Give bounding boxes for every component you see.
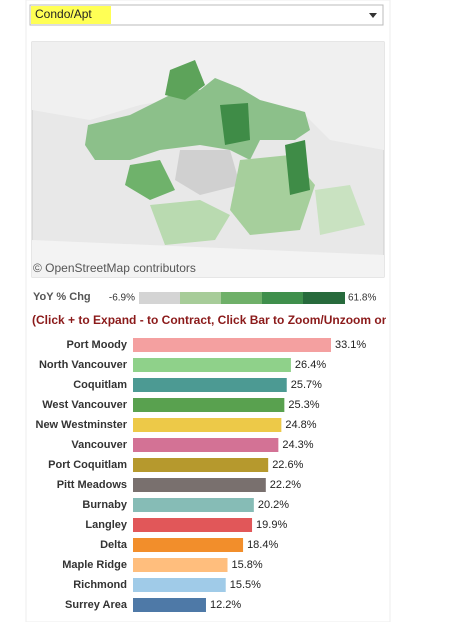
bar-chart: Port Moody 33.1% North Vancouver 26.4% Coqui… <box>36 338 366 612</box>
value-label: 20.2% <box>258 499 289 511</box>
map[interactable]: © OpenStreetMap contributors <box>31 41 385 278</box>
dropdown[interactable]: Condo/Apt <box>29 4 384 26</box>
legend-step <box>262 292 303 304</box>
bar[interactable] <box>133 398 285 412</box>
legend-step <box>303 292 345 304</box>
category-label: West Vancouver <box>42 399 127 411</box>
value-label: 33.1% <box>335 339 366 351</box>
region <box>220 103 250 145</box>
instruction: (Click + to Expand - to Contract, Click … <box>32 313 420 327</box>
value-label: 15.8% <box>232 559 263 571</box>
bar[interactable] <box>133 598 206 612</box>
legend-min: -6.9% <box>109 293 135 304</box>
region <box>315 185 365 235</box>
value-label: 22.6% <box>272 459 303 471</box>
category-label: Port Coquitlam <box>48 459 127 471</box>
category-label: Vancouver <box>71 439 127 451</box>
dropdown-value: Condo/Apt <box>35 7 92 21</box>
legend-step <box>180 292 221 304</box>
bar[interactable] <box>133 558 228 572</box>
region <box>165 60 205 100</box>
highlight <box>31 6 111 24</box>
water <box>32 240 384 277</box>
dropdown-arrow[interactable] <box>369 13 377 18</box>
value-label: 25.3% <box>288 399 319 411</box>
category-label: New Westminster <box>36 419 128 431</box>
bar[interactable] <box>133 438 279 452</box>
value-label: 25.7% <box>291 379 322 391</box>
category-label: Surrey Area <box>65 599 128 611</box>
legend-step <box>139 292 180 304</box>
category-label: North Vancouver <box>39 359 128 371</box>
bar[interactable] <box>133 478 266 492</box>
mountains <box>32 42 384 150</box>
region <box>175 150 240 195</box>
category-label: Langley <box>85 519 127 531</box>
bar[interactable] <box>133 418 282 432</box>
dropdown-box[interactable] <box>29 4 384 26</box>
region <box>150 200 230 245</box>
bar[interactable] <box>133 498 254 512</box>
category-label: Delta <box>100 539 128 551</box>
legend-title: YoY % Chg <box>33 291 91 303</box>
bar[interactable] <box>133 338 331 352</box>
map-attribution: © OpenStreetMap contributors <box>33 261 196 275</box>
value-label: 22.2% <box>270 479 301 491</box>
bar[interactable] <box>133 358 291 372</box>
value-label: 24.8% <box>285 419 316 431</box>
bar[interactable] <box>133 378 287 392</box>
category-label: Maple Ridge <box>62 559 127 571</box>
value-label: 15.5% <box>230 579 261 591</box>
value-label: 24.3% <box>282 439 313 451</box>
bar[interactable] <box>133 538 244 552</box>
value-label: 18.4% <box>247 539 278 551</box>
legend-max: 61.8% <box>348 293 376 304</box>
category-label: Pitt Meadows <box>57 479 127 491</box>
region <box>125 160 175 200</box>
value-label: 26.4% <box>295 359 326 371</box>
category-label: Coquitlam <box>73 379 127 391</box>
value-label: 19.9% <box>256 519 287 531</box>
color-legend: YoY % Chg -6.9% 61.8% <box>33 291 376 304</box>
region <box>85 78 310 160</box>
legend-step <box>221 292 262 304</box>
category-label: Burnaby <box>82 499 128 511</box>
region <box>285 140 310 195</box>
bar[interactable] <box>133 518 253 532</box>
category-label: Richmond <box>73 579 127 591</box>
bar[interactable] <box>133 458 269 472</box>
value-label: 12.2% <box>210 599 241 611</box>
bar[interactable] <box>133 578 226 592</box>
category-label: Port Moody <box>67 339 128 351</box>
